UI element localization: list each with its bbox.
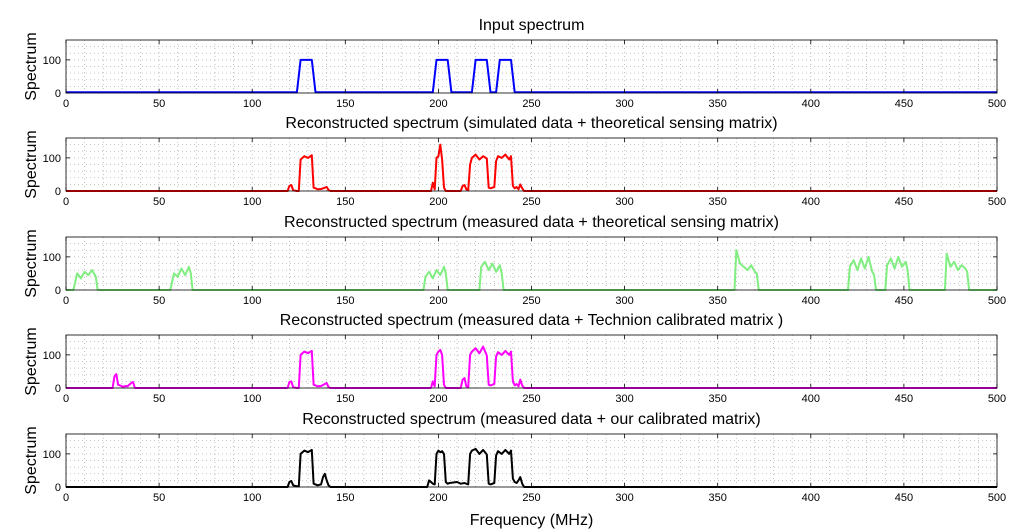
chart-title: Reconstructed spectrum (simulated data +… [285, 115, 777, 132]
series-line-3 [66, 249, 997, 291]
x-tick-label: 350 [709, 98, 727, 110]
plot-area [66, 237, 997, 290]
chart-title: Input spectrum [479, 17, 585, 34]
chart-title: Reconstructed spectrum (measured data + … [280, 312, 784, 329]
x-tick-label: 50 [153, 295, 165, 307]
y-axis-label: Spectrum [23, 229, 40, 297]
x-tick-label: 150 [336, 492, 354, 504]
x-tick-label: 400 [802, 492, 820, 504]
x-tick-label: 300 [615, 196, 633, 208]
x-tick-label: 450 [895, 98, 913, 110]
x-tick-label: 450 [895, 295, 913, 307]
x-tick-label: 250 [522, 98, 540, 110]
x-tick-label: 300 [615, 295, 633, 307]
y-tick-label: 100 [43, 252, 61, 264]
x-tick-label: 250 [522, 196, 540, 208]
x-tick-label: 400 [802, 98, 820, 110]
x-tick-label: 0 [63, 492, 69, 504]
x-tick-label: 100 [243, 295, 261, 307]
x-tick-label: 450 [895, 393, 913, 405]
x-tick-label: 450 [895, 492, 913, 504]
series-line-5 [66, 447, 997, 488]
series-line-1 [66, 58, 997, 94]
y-tick-label: 0 [55, 482, 61, 494]
x-tick-label: 200 [429, 295, 447, 307]
y-axis-label: Spectrum [23, 130, 40, 198]
x-tick-label: 350 [709, 393, 727, 405]
y-tick-label: 100 [43, 350, 61, 362]
x-tick-label: 100 [243, 492, 261, 504]
y-axis-label: Spectrum [23, 426, 40, 494]
y-tick-label: 100 [43, 153, 61, 165]
x-tick-label: 400 [802, 295, 820, 307]
x-tick-label: 150 [336, 98, 354, 110]
x-tick-label: 0 [63, 393, 69, 405]
plot-area [66, 434, 997, 487]
y-axis-label: Spectrum [23, 32, 40, 100]
y-axis-label: Spectrum [23, 327, 40, 395]
x-tick-label: 150 [336, 295, 354, 307]
plot-area [66, 40, 997, 93]
x-tick-label: 50 [153, 492, 165, 504]
x-tick-label: 250 [522, 492, 540, 504]
x-tick-label: 50 [153, 196, 165, 208]
plot-area [66, 138, 997, 191]
x-tick-label: 200 [429, 393, 447, 405]
y-tick-label: 0 [55, 186, 61, 198]
x-tick-label: 450 [895, 196, 913, 208]
x-tick-label: 400 [802, 196, 820, 208]
x-tick-label: 500 [988, 295, 1006, 307]
x-tick-label: 0 [63, 295, 69, 307]
x-tick-label: 100 [243, 98, 261, 110]
x-tick-label: 250 [522, 393, 540, 405]
x-tick-label: 150 [336, 196, 354, 208]
x-tick-label: 50 [153, 393, 165, 405]
plot-area [66, 335, 997, 388]
x-tick-label: 0 [63, 196, 69, 208]
x-tick-label: 200 [429, 492, 447, 504]
x-tick-label: 0 [63, 98, 69, 110]
chart-title: Reconstructed spectrum (measured data + … [302, 411, 760, 428]
x-tick-label: 500 [988, 196, 1006, 208]
x-tick-label: 350 [709, 196, 727, 208]
x-tick-label: 250 [522, 295, 540, 307]
x-axis-label: Frequency (MHz) [470, 512, 594, 529]
y-tick-label: 100 [43, 55, 61, 67]
x-tick-label: 200 [429, 98, 447, 110]
x-tick-label: 300 [615, 393, 633, 405]
chart-title: Reconstructed spectrum (measured data + … [284, 214, 779, 231]
y-tick-label: 0 [55, 383, 61, 395]
y-tick-label: 100 [43, 449, 61, 461]
x-tick-label: 50 [153, 98, 165, 110]
x-tick-label: 200 [429, 196, 447, 208]
x-tick-label: 500 [988, 492, 1006, 504]
series-line-4 [66, 345, 997, 389]
x-tick-label: 500 [988, 393, 1006, 405]
x-tick-label: 300 [615, 492, 633, 504]
x-tick-label: 350 [709, 295, 727, 307]
x-tick-label: 150 [336, 393, 354, 405]
x-tick-label: 100 [243, 196, 261, 208]
x-tick-label: 400 [802, 393, 820, 405]
x-tick-label: 100 [243, 393, 261, 405]
x-tick-label: 300 [615, 98, 633, 110]
x-tick-label: 350 [709, 492, 727, 504]
y-tick-label: 0 [55, 88, 61, 100]
x-tick-label: 500 [988, 98, 1006, 110]
y-tick-label: 0 [55, 285, 61, 297]
